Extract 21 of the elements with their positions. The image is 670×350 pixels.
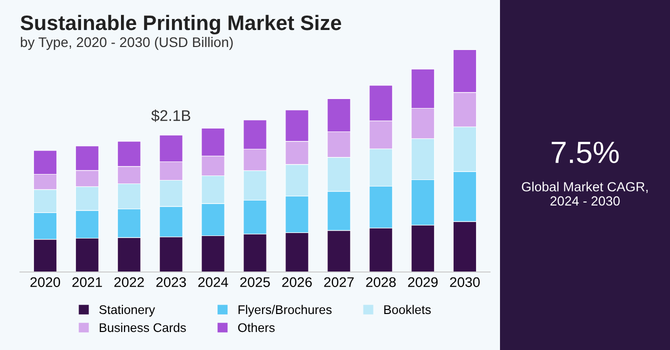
x-tick-label: 2026: [282, 277, 312, 288]
x-tick-label: 2022: [114, 277, 144, 288]
x-tick-label: 2020: [30, 277, 60, 288]
x-tick-label: 2029: [408, 277, 438, 288]
legend-label: Business Cards: [100, 322, 186, 332]
text: Global Market CAGR, 2024 - 2030: [522, 182, 648, 206]
x-tick-label: 2021: [72, 277, 102, 288]
legend-label: Stationery: [99, 304, 156, 317]
chart-subtitle: by Type, 2020 - 2030 (USD Billion): [20, 36, 233, 50]
annotation: $2.1B: [151, 110, 190, 122]
x-tick-label: 2024: [198, 277, 228, 288]
legend-label: Others: [238, 322, 275, 332]
x-tick-label: 2028: [366, 277, 396, 288]
x-tick-label: 2027: [324, 277, 354, 288]
legend-label: Flyers/Brochures: [238, 304, 332, 317]
x-tick-label: 2023: [156, 277, 186, 288]
x-tick-label: 2025: [240, 277, 270, 288]
text: 7.5%: [552, 142, 619, 164]
chart-title: Sustainable Printing Market Size: [20, 14, 342, 34]
legend-label: Booklets: [384, 304, 431, 314]
x-tick-label: 2030: [450, 277, 480, 288]
